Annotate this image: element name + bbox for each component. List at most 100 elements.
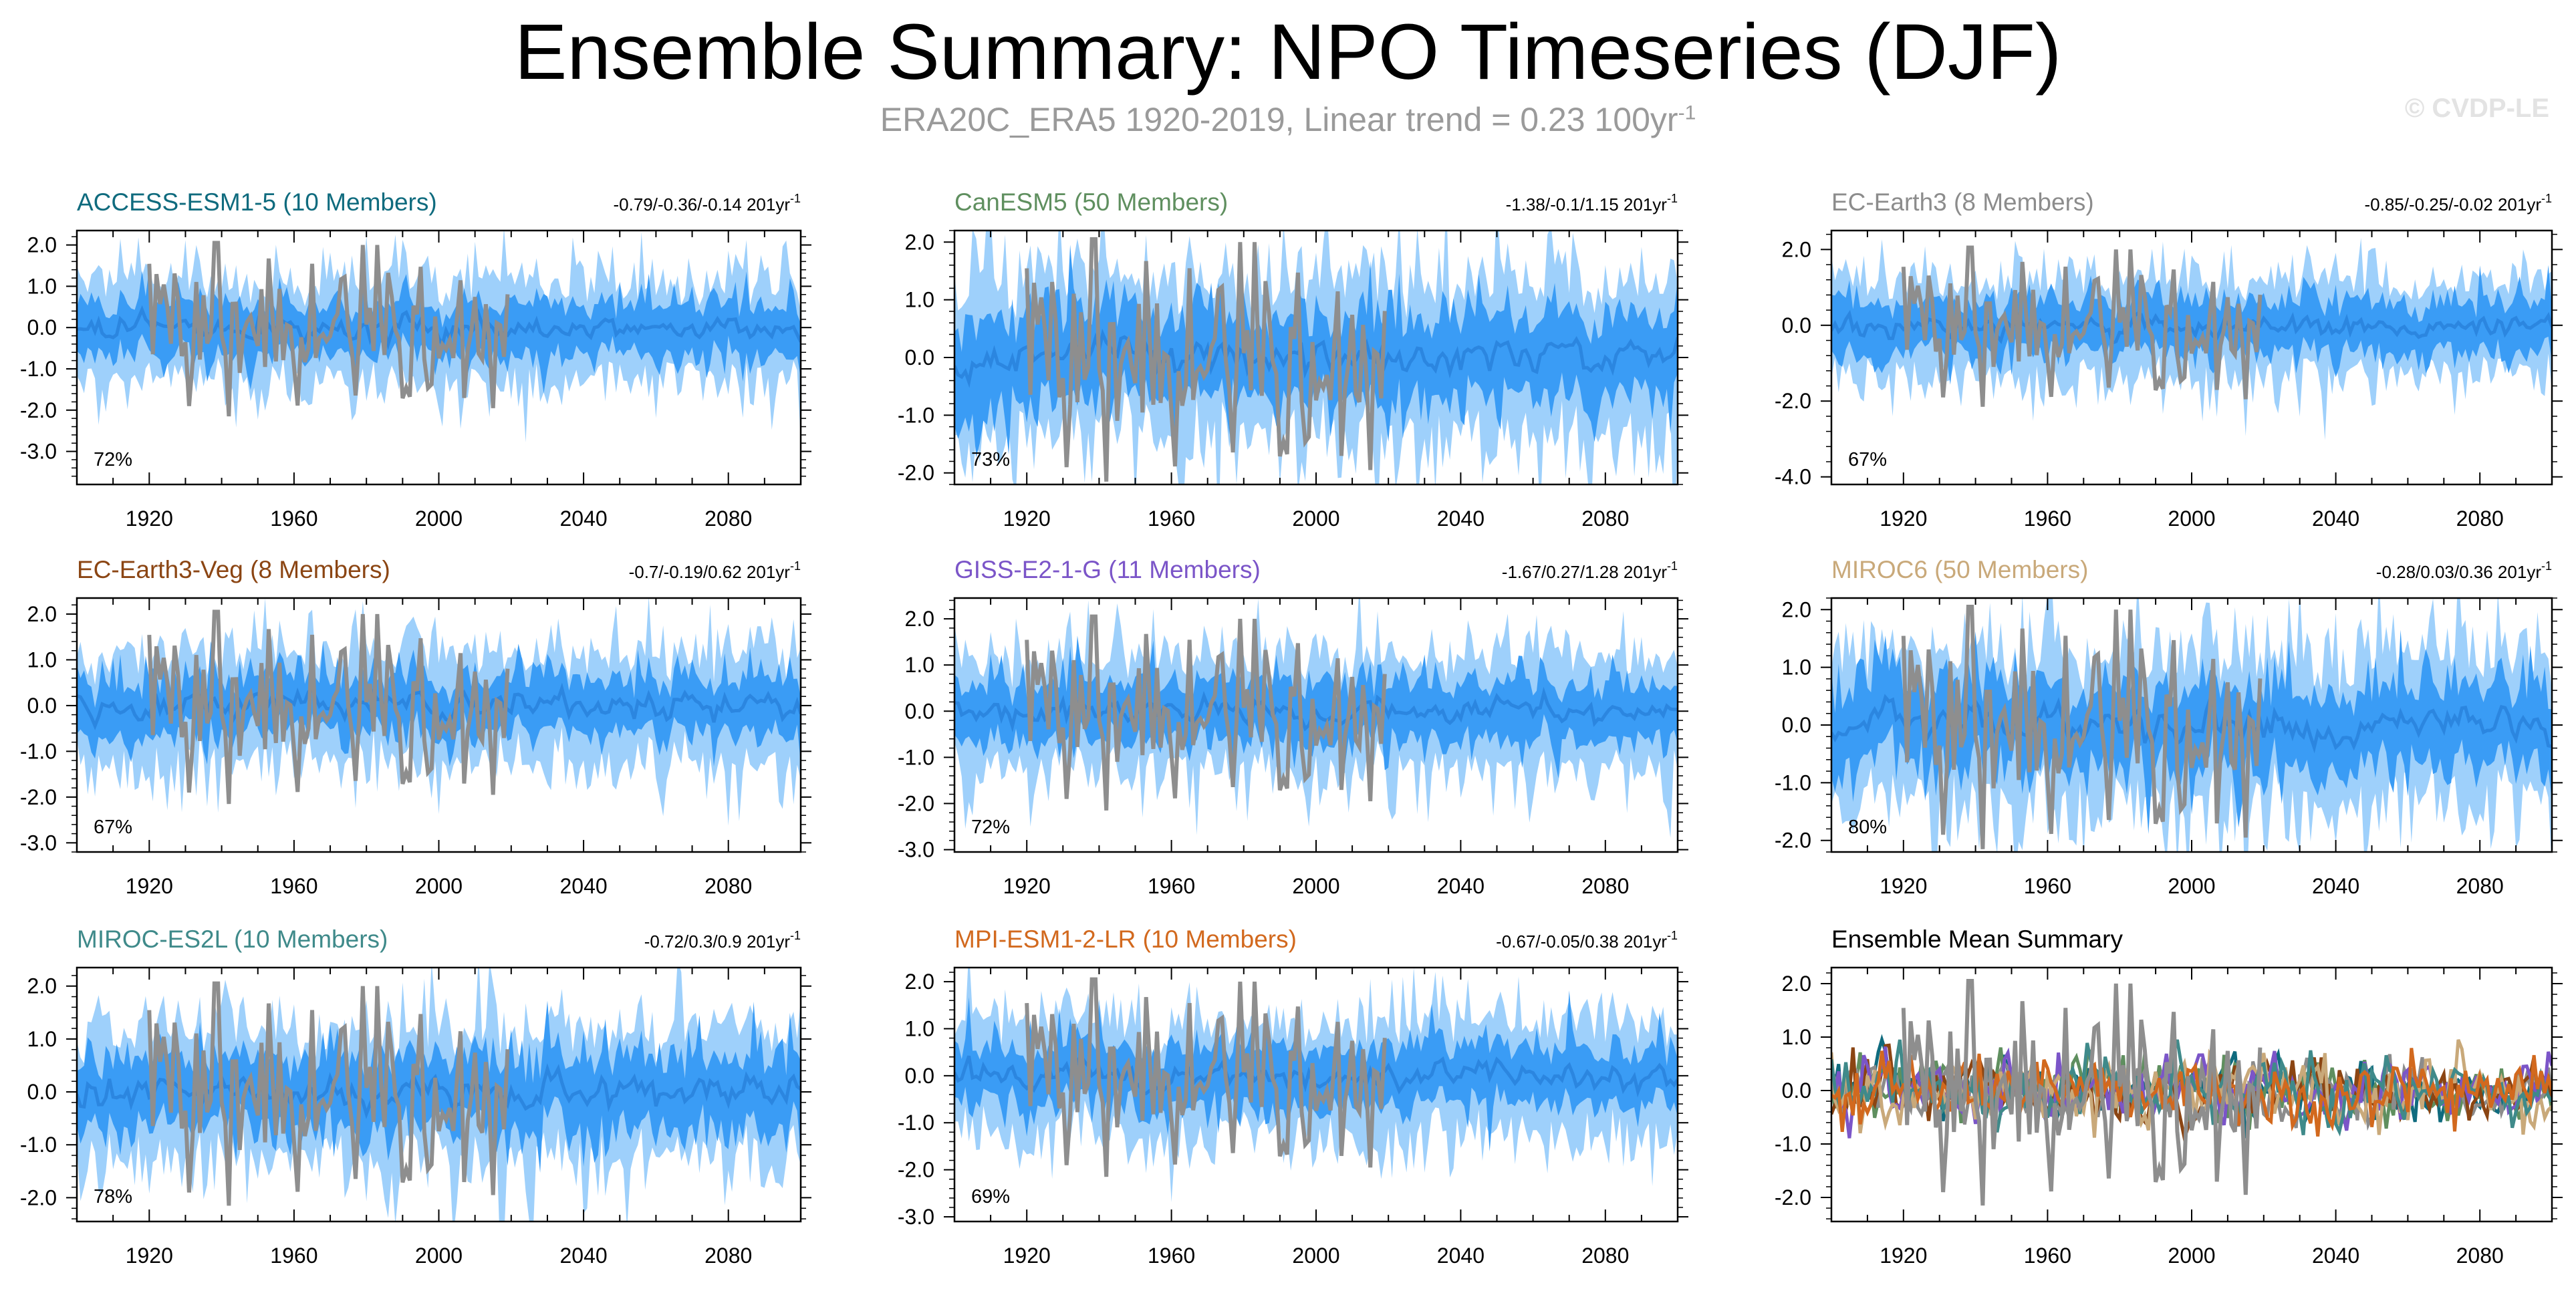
- trend-range-label: -0.85/-0.25/-0.02 201yr-1: [2364, 192, 2552, 214]
- y-tick-label: 2.0: [905, 970, 934, 994]
- trend-range-label: -0.67/-0.05/0.38 201yr-1: [1496, 929, 1678, 952]
- y-tick-label: 1.0: [27, 648, 57, 672]
- chart-panel-4: 1920 1960 2000 2040 2080 2.0 1.0 0.0 -1.0 -2.0 -3.…: [20, 556, 811, 898]
- y-tick-label: -1.0: [898, 745, 934, 769]
- x-tick-label: 2000: [2168, 507, 2215, 531]
- x-tick-label: 2080: [704, 1244, 752, 1268]
- y-tick-label: -2.0: [898, 461, 934, 485]
- trend-range-label: -0.7/-0.19/0.62 201yr-1: [629, 559, 801, 582]
- panel-title: Ensemble Mean Summary: [1831, 925, 2123, 953]
- y-tick-label: 0.0: [27, 1080, 57, 1104]
- observed-line: [1025, 977, 1387, 1177]
- observed-line: [1901, 245, 2263, 407]
- x-tick-label: 2040: [1437, 1244, 1485, 1268]
- chart-panel-5: 1920 1960 2000 2040 2080 2.0 1.0 0.0 -1.0 -2.0 -3.…: [898, 556, 1688, 898]
- x-tick-label: 2080: [2456, 507, 2504, 531]
- subtitle-text: ERA20C_ERA5 1920-2019, Linear trend = 0.…: [880, 101, 1678, 138]
- y-tick-label: 1.0: [905, 288, 934, 312]
- y-tick-label: -3.0: [20, 831, 57, 855]
- trend-range-label: -1.38/-0.1/1.15 201yr-1: [1506, 192, 1678, 214]
- x-tick-label: 1960: [1148, 874, 1195, 898]
- trend-superscript: -1: [1667, 559, 1678, 573]
- x-tick-label: 2040: [1437, 874, 1485, 898]
- x-tick-label: 1960: [270, 507, 317, 531]
- chart-panel-7: 1920 1960 2000 2040 2080 2.0 1.0 0.0 -1.0 -2.0 MIR…: [20, 925, 811, 1268]
- y-tick-label: 1.0: [1782, 656, 1811, 680]
- y-tick-label: -2.0: [20, 1185, 57, 1209]
- percent-label: 73%: [971, 449, 1010, 470]
- y-tick-label: 0.0: [27, 315, 57, 339]
- x-tick-label: 1960: [2024, 507, 2071, 531]
- chart-panel-8: 1920 1960 2000 2040 2080 2.0 1.0 0.0 -1.0 -2.0 -3.…: [898, 925, 1688, 1268]
- x-tick-label: 1960: [270, 1244, 317, 1268]
- x-tick-label: 2000: [1292, 874, 1339, 898]
- x-tick-label: 2000: [415, 1244, 463, 1268]
- y-tick-label: -2.0: [1775, 829, 1811, 853]
- trend-superscript: -1: [790, 192, 801, 205]
- plot-area: [1831, 237, 2552, 440]
- percent-label: 72%: [94, 449, 132, 470]
- trend-superscript: -1: [790, 929, 801, 942]
- main-title: Ensemble Summary: NPO Timeseries (DJF): [514, 8, 2062, 96]
- trend-range-label: -0.72/0.3/0.9 201yr-1: [644, 929, 801, 952]
- y-tick-label: -2.0: [898, 791, 934, 815]
- observed-line: [1901, 979, 2263, 1206]
- panel-title: ACCESS-ESM1-5 (10 Members): [77, 188, 437, 216]
- chart-panel-3: 1920 1960 2000 2040 2080 2.0 0.0 -2.0 -4.0 EC-Ear…: [1775, 188, 2563, 531]
- plot-area: [1831, 598, 2552, 852]
- plot-area: [954, 968, 1678, 1203]
- x-tick-label: 2040: [2312, 1244, 2359, 1268]
- trend-range-label: -0.28/0.03/0.36 201yr-1: [2376, 559, 2552, 582]
- panel-title: GISS-E2-1-G (11 Members): [954, 556, 1261, 583]
- x-tick-label: 1920: [126, 874, 173, 898]
- x-tick-label: 1920: [1003, 507, 1051, 531]
- plot-area: [954, 231, 1678, 484]
- y-tick-label: -3.0: [898, 1205, 934, 1229]
- y-tick-label: 0.0: [1782, 1079, 1811, 1103]
- trend-superscript: -1: [1667, 192, 1678, 205]
- x-tick-label: 2080: [1581, 1244, 1629, 1268]
- y-tick-label: 0.0: [1782, 713, 1811, 737]
- subtitle-superscript: -1: [1678, 102, 1696, 124]
- x-tick-label: 1920: [126, 1244, 173, 1268]
- x-tick-label: 1920: [1003, 1244, 1051, 1268]
- inner-spread-band: [77, 641, 801, 767]
- x-tick-label: 2080: [2456, 1244, 2504, 1268]
- x-tick-label: 2040: [560, 874, 608, 898]
- y-tick-label: 2.0: [1782, 597, 1811, 621]
- y-tick-label: -4.0: [1775, 465, 1811, 489]
- trend-superscript: -1: [2541, 559, 2552, 573]
- x-tick-label: 1960: [2024, 1244, 2071, 1268]
- y-tick-label: 2.0: [1782, 972, 1811, 996]
- chart-panel-9: 1920 1960 2000 2040 2080 2.0 1.0 0.0 -1.0 -2.0 Ens…: [1775, 925, 2563, 1268]
- x-tick-label: 1920: [1003, 874, 1051, 898]
- x-tick-label: 1920: [1880, 1244, 1927, 1268]
- y-tick-label: 0.0: [905, 1064, 934, 1088]
- inner-spread-band: [77, 267, 801, 394]
- x-tick-label: 2040: [1437, 507, 1485, 531]
- x-tick-label: 2000: [415, 507, 463, 531]
- percent-label: 80%: [1848, 817, 1887, 838]
- x-tick-label: 2000: [2168, 874, 2215, 898]
- percent-label: 67%: [1848, 449, 1887, 470]
- percent-label: 78%: [94, 1186, 132, 1207]
- y-tick-label: 0.0: [905, 699, 934, 723]
- x-tick-label: 2040: [560, 507, 608, 531]
- inner-spread-band: [1831, 629, 2552, 835]
- y-tick-label: 1.0: [905, 653, 934, 677]
- x-tick-label: 1920: [1880, 874, 1927, 898]
- y-tick-label: -1.0: [20, 357, 57, 381]
- x-tick-label: 2040: [560, 1244, 608, 1268]
- y-tick-label: 1.0: [27, 1027, 57, 1051]
- x-tick-label: 2080: [2456, 874, 2504, 898]
- percent-label: 72%: [971, 817, 1010, 838]
- x-tick-label: 2040: [2312, 507, 2359, 531]
- observed-line: [1025, 614, 1387, 811]
- plot-area: [77, 231, 801, 442]
- trend-range-label: -0.79/-0.36/-0.14 201yr-1: [613, 192, 801, 214]
- y-tick-label: 1.0: [905, 1016, 934, 1040]
- y-tick-label: -1.0: [20, 739, 57, 763]
- plot-area: [77, 968, 801, 1222]
- y-tick-label: -2.0: [898, 1158, 934, 1182]
